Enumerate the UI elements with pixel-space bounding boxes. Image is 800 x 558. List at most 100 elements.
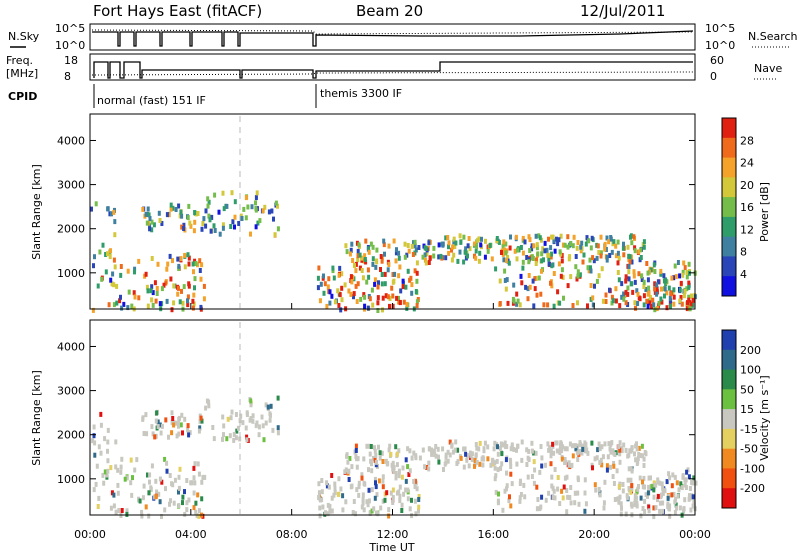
range-cell — [167, 212, 171, 218]
range-cell — [379, 254, 383, 259]
range-cell — [423, 464, 427, 470]
range-cell — [542, 257, 545, 263]
range-cell — [459, 239, 463, 245]
range-cell — [533, 286, 537, 292]
range-cell — [269, 412, 272, 418]
range-cell — [414, 511, 418, 517]
range-cell — [392, 469, 396, 475]
range-cell — [687, 474, 691, 480]
range-cell — [368, 510, 372, 515]
range-cell — [345, 249, 349, 255]
range-cell — [447, 244, 450, 250]
range-cell — [415, 260, 419, 266]
range-cell — [500, 461, 504, 467]
range-cell — [156, 419, 160, 425]
range-cell — [501, 507, 505, 513]
range-cell — [530, 448, 534, 454]
colorbar-segment — [722, 177, 736, 198]
range-cell — [391, 500, 395, 505]
colorbar-segment — [722, 216, 736, 238]
range-cell — [508, 245, 512, 251]
range-cell — [160, 514, 163, 519]
range-cell — [209, 228, 213, 234]
range-cell — [182, 284, 186, 290]
range-cell — [525, 255, 529, 260]
range-cell — [221, 436, 224, 442]
range-cell — [367, 498, 371, 504]
colorbar-tick-label: 200 — [740, 344, 761, 357]
range-cell — [618, 459, 622, 465]
range-cell — [325, 483, 329, 489]
colorbar-tick-label: 4 — [740, 268, 747, 281]
range-cell — [202, 216, 206, 222]
range-cell — [613, 452, 617, 457]
range-cell — [319, 281, 323, 287]
range-cell — [108, 254, 112, 260]
range-cell — [589, 265, 592, 271]
range-cell — [116, 482, 120, 488]
range-cell — [681, 269, 685, 275]
range-cell — [578, 440, 582, 446]
range-cell — [638, 296, 642, 302]
range-cell — [656, 497, 659, 503]
range-cell — [391, 293, 395, 299]
range-cell — [363, 253, 367, 259]
range-cell — [414, 453, 418, 459]
range-cell — [633, 245, 637, 251]
range-cell — [115, 283, 119, 289]
range-cell — [525, 462, 529, 467]
range-cell — [647, 484, 651, 490]
range-cell — [574, 446, 578, 452]
range-cell — [513, 248, 517, 254]
range-cell — [118, 298, 122, 304]
range-cell — [576, 490, 580, 496]
range-cell — [437, 459, 441, 465]
range-cell — [91, 307, 95, 313]
range-cell — [628, 259, 632, 265]
range-cell — [135, 457, 139, 463]
range-cell — [106, 468, 110, 474]
range-cell — [561, 274, 565, 280]
range-cell — [144, 211, 148, 217]
range-cell — [152, 222, 156, 228]
range-cell — [599, 253, 603, 259]
range-cell — [560, 456, 564, 462]
range-cell — [691, 302, 695, 308]
range-cell — [569, 500, 573, 506]
range-cell — [340, 297, 344, 303]
range-cell — [236, 425, 240, 431]
range-cell — [552, 450, 555, 456]
range-cell — [681, 474, 685, 480]
x-tick-label: 20:00 — [578, 528, 610, 541]
range-cell — [493, 440, 497, 446]
range-cell — [386, 294, 390, 300]
range-cell — [203, 474, 207, 480]
range-cell — [547, 252, 551, 258]
range-cell — [495, 236, 499, 241]
colorbar-tick-label: 12 — [740, 223, 754, 236]
range-cell — [168, 473, 172, 478]
range-cell — [173, 477, 177, 483]
range-cell — [165, 212, 169, 218]
range-cell — [112, 302, 116, 308]
range-cell — [535, 506, 539, 512]
range-cell — [367, 487, 371, 493]
range-cell — [530, 474, 534, 479]
range-cell — [195, 513, 199, 519]
range-cell — [574, 264, 578, 270]
range-cell — [647, 508, 651, 514]
range-cell — [199, 276, 203, 282]
colorbar-segment — [722, 369, 736, 390]
range-cell — [363, 257, 367, 262]
range-cell — [679, 280, 683, 286]
range-cell — [474, 453, 478, 459]
range-cell — [475, 244, 479, 250]
range-cell — [569, 485, 573, 490]
range-cell — [361, 500, 365, 506]
range-cell — [531, 256, 535, 261]
range-cell — [589, 283, 593, 288]
range-cell — [528, 284, 532, 290]
range-cell — [387, 262, 391, 267]
